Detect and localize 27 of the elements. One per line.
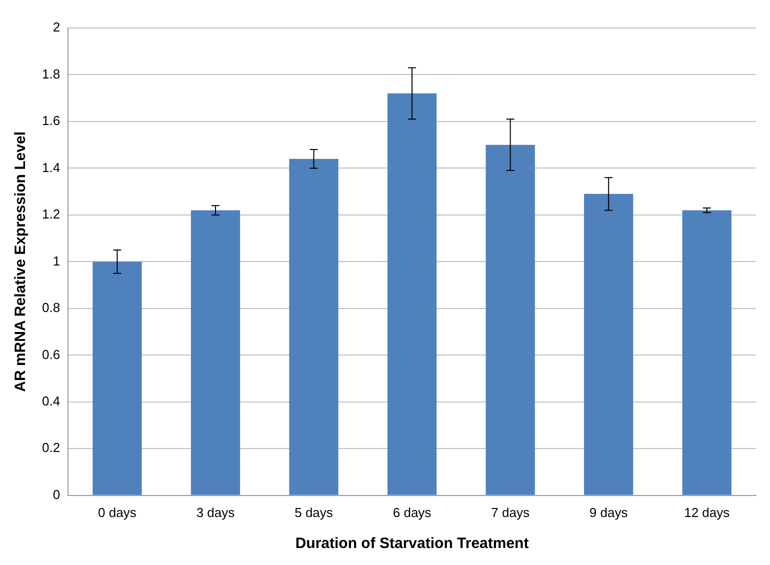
y-tick-label: 1.2 [42,206,60,222]
y-tick-label: 0.2 [42,440,60,456]
bar [289,158,338,495]
x-axis-title: Duration of Starvation Treatment [295,535,529,552]
x-tick-label: 5 days [294,504,334,520]
bar [584,194,634,495]
x-tick-label: 6 days [392,504,432,520]
bar [92,262,142,495]
x-tick-label: 12 days [684,504,730,520]
bar [387,93,437,495]
x-tick-label: 9 days [589,504,628,520]
x-tick-label: 3 days [196,504,236,520]
x-tick-label: 7 days [491,504,530,520]
y-tick-label: 1.4 [42,160,60,175]
y-tick-label: 1.6 [42,113,60,128]
y-tick-label: 0 [52,486,60,502]
y-tick-label: 1 [52,253,60,268]
y-tick-label: 1.8 [42,66,60,82]
y-axis-title: AR mRNA Relative Expression Level [12,132,30,392]
bar [486,144,535,495]
y-tick-label: 0.4 [42,394,60,408]
y-tick-label: 2 [52,20,60,35]
y-tick-label: 0.8 [42,300,60,316]
x-tick-label: 0 days [98,504,137,520]
y-tick-label: 0.6 [42,346,60,362]
bar [682,210,732,495]
bar [190,210,240,495]
